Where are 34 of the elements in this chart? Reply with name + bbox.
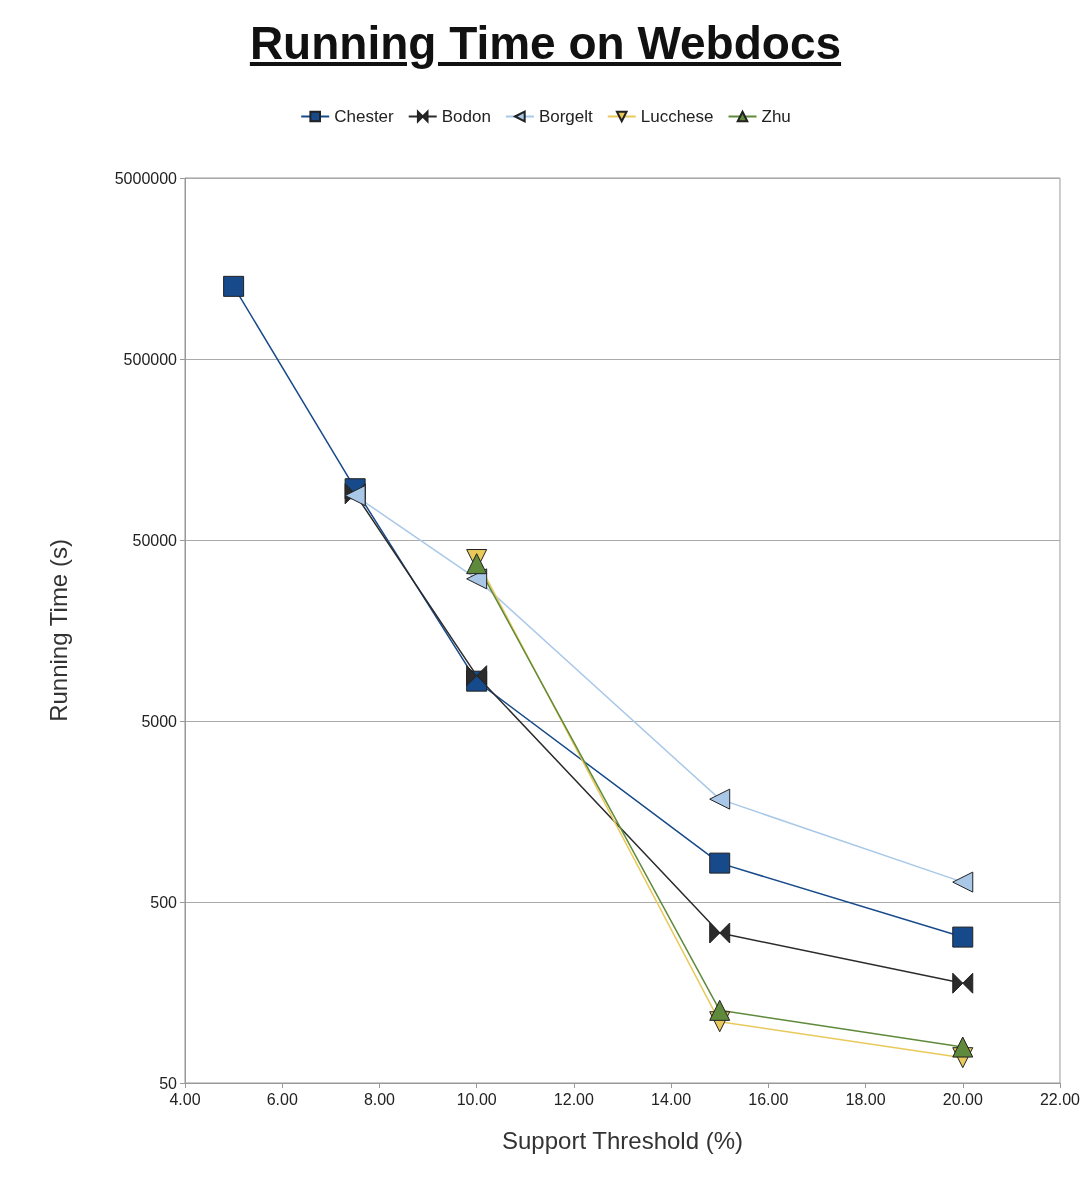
x-axis-title: Support Threshold (%) (501, 1126, 743, 1154)
x-tick-label: 8.00 (363, 1090, 396, 1108)
x-tick-label: 20.00 (942, 1090, 983, 1108)
point (952, 972, 974, 994)
point (709, 788, 731, 810)
x-tick-label: 10.00 (456, 1090, 497, 1108)
x-tick-label: 18.00 (845, 1090, 886, 1108)
x-tick-label: 12.00 (553, 1090, 594, 1108)
point (466, 665, 488, 687)
legend-label: Zhu (761, 107, 791, 126)
legend-label: Bodon (441, 107, 491, 126)
point (952, 871, 974, 893)
y-tick-label: 5000000 (114, 169, 178, 187)
y-axis-title: Running Time (s) (44, 539, 72, 722)
point (709, 999, 731, 1021)
chart-title: Running Time on Webdocs (248, 16, 843, 70)
point (223, 275, 245, 297)
legend-label: Lucchese (640, 107, 714, 126)
legend-label: Borgelt (538, 107, 594, 126)
point (952, 926, 974, 948)
y-tick-label: 500000 (123, 350, 178, 368)
x-tick-label: 6.00 (266, 1090, 298, 1108)
point (709, 922, 731, 944)
y-tick-label: 5000 (141, 712, 178, 730)
x-tick-label: 4.00 (169, 1090, 201, 1108)
x-tick-label: 14.00 (651, 1090, 692, 1108)
y-tick-label: 50 (159, 1074, 178, 1092)
y-tick-label: 50000 (132, 531, 178, 549)
x-tick-label: 16.00 (748, 1090, 789, 1108)
point (952, 1036, 974, 1058)
point (709, 852, 731, 874)
x-tick-label: 22.00 (1039, 1090, 1081, 1108)
legend-label: Chester (334, 107, 395, 126)
y-tick-label: 500 (150, 893, 178, 911)
